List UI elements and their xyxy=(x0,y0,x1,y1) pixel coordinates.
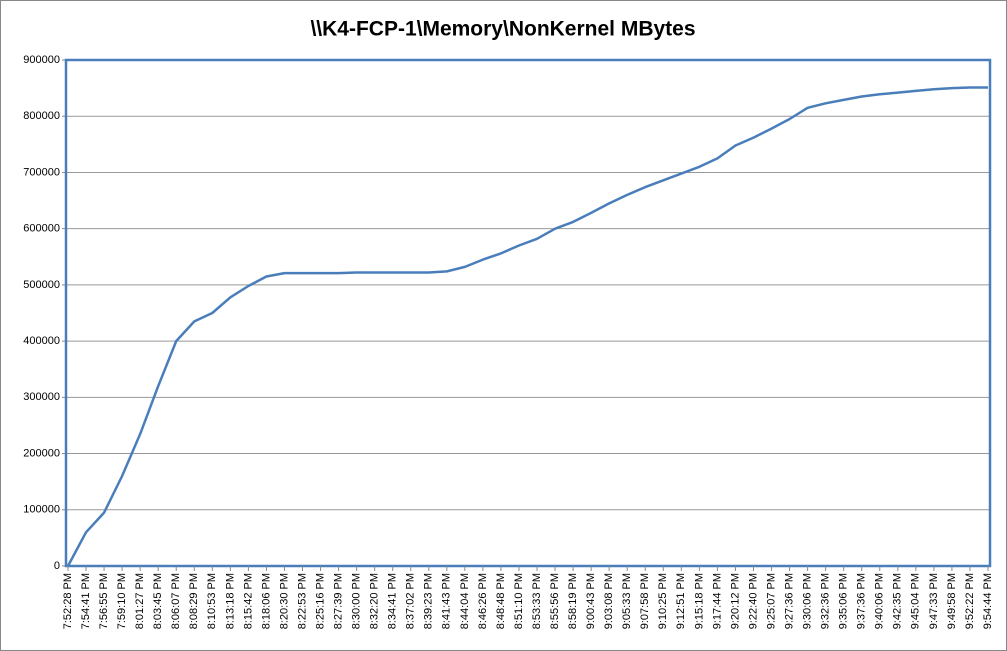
x-tick-label: 9:40:06 PM xyxy=(874,573,886,629)
x-tick-label: 9:00:43 PM xyxy=(585,573,597,629)
data-line xyxy=(66,86,988,567)
x-tick-label: 9:20:12 PM xyxy=(729,573,741,629)
x-tick-label: 9:32:36 PM xyxy=(820,573,832,629)
x-tick-label: 7:54:41 PM xyxy=(80,573,92,629)
y-tick-label: 300000 xyxy=(23,391,60,403)
x-tick-label: 9:52:22 PM xyxy=(964,573,976,629)
x-tick-label: 9:54:44 PM xyxy=(982,573,994,629)
x-tick-label: 8:20:30 PM xyxy=(278,573,290,629)
x-tick-label: 8:51:10 PM xyxy=(513,573,525,629)
y-tick-label: 400000 xyxy=(23,335,60,347)
x-tick-label: 8:46:26 PM xyxy=(477,573,489,629)
x-tick-label: 8:41:43 PM xyxy=(441,573,453,629)
x-tick-label: 8:10:53 PM xyxy=(206,573,218,629)
x-tick-label: 8:22:53 PM xyxy=(296,573,308,629)
x-tick-label: 9:12:51 PM xyxy=(675,573,687,629)
x-tick-label: 9:03:08 PM xyxy=(603,573,615,629)
x-tick-label: 8:08:29 PM xyxy=(188,573,200,629)
x-tick-label: 8:13:18 PM xyxy=(224,573,236,629)
x-tick-label: 8:39:23 PM xyxy=(423,573,435,629)
x-tick-label: 8:18:06 PM xyxy=(260,573,272,629)
x-tick-label: 8:34:41 PM xyxy=(387,573,399,629)
x-tick-label: 8:53:33 PM xyxy=(531,573,543,629)
x-tick-label: 9:47:33 PM xyxy=(928,573,940,629)
x-tick-label: 8:15:42 PM xyxy=(242,573,254,629)
x-tick-label: 9:10:25 PM xyxy=(657,573,669,629)
x-tick-label: 8:01:27 PM xyxy=(134,573,146,629)
x-tick-label: 8:27:39 PM xyxy=(332,573,344,629)
x-tick-label: 9:15:18 PM xyxy=(693,573,705,629)
x-tick-label: 8:44:04 PM xyxy=(459,573,471,629)
x-tick-label: 9:25:07 PM xyxy=(765,573,777,629)
y-tick-label: 600000 xyxy=(23,223,60,235)
x-tick-label: 9:22:40 PM xyxy=(747,573,759,629)
x-tick-label: 9:17:44 PM xyxy=(711,573,723,629)
x-tick-label: 8:55:56 PM xyxy=(549,573,561,629)
x-tick-label: 9:07:58 PM xyxy=(639,573,651,629)
y-tick-label: 200000 xyxy=(23,447,60,459)
x-tick-label: 8:06:07 PM xyxy=(170,573,182,629)
x-tick-label: 9:05:33 PM xyxy=(621,573,633,629)
y-tick-label: 100000 xyxy=(23,504,60,516)
x-tick-label: 9:30:06 PM xyxy=(802,573,814,629)
x-tick-label: 8:58:19 PM xyxy=(567,573,579,629)
plot-border xyxy=(64,58,992,568)
x-tick-label: 8:25:16 PM xyxy=(314,573,326,629)
x-tick-label: 7:56:55 PM xyxy=(98,573,110,629)
y-tick-label: 800000 xyxy=(23,110,60,122)
y-tick-label: 500000 xyxy=(23,279,60,291)
x-tick-label: 8:30:00 PM xyxy=(351,573,363,629)
x-tick-label: 8:03:45 PM xyxy=(152,573,164,629)
chart-title: \\K4-FCP-1\Memory\NonKernel MBytes xyxy=(310,18,695,41)
x-tick-label: 9:49:58 PM xyxy=(946,573,958,629)
y-tick-label: 700000 xyxy=(23,166,60,178)
x-tick-label: 9:45:04 PM xyxy=(910,573,922,629)
x-tick-label: 7:59:10 PM xyxy=(116,573,128,629)
x-tick-label: 7:52:28 PM xyxy=(62,573,74,629)
y-tick-label: 0 xyxy=(54,560,60,572)
x-tick-label: 9:37:36 PM xyxy=(856,573,868,629)
x-tick-label: 8:37:02 PM xyxy=(405,573,417,629)
x-tick-label: 9:35:06 PM xyxy=(838,573,850,629)
y-tick-label: 900000 xyxy=(23,54,60,66)
x-tick-label: 9:27:36 PM xyxy=(783,573,795,629)
x-tick-label: 9:42:35 PM xyxy=(892,573,904,629)
x-tick-label: 8:32:20 PM xyxy=(369,573,381,629)
x-tick-label: 8:48:48 PM xyxy=(495,573,507,629)
